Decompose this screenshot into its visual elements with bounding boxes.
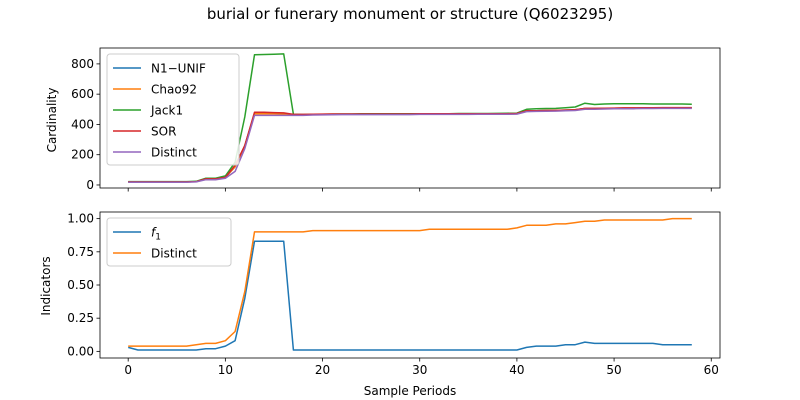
indicators-ylabel: Indicators <box>39 256 53 315</box>
x-tick-label: 30 <box>412 363 427 377</box>
series-line-distinct <box>128 217 692 347</box>
cardinality-ylabel: Cardinality <box>45 88 59 153</box>
legend-label: SOR <box>151 125 176 139</box>
legend-label: Chao92 <box>151 83 197 97</box>
legend-label: f1 <box>151 226 161 243</box>
x-tick-label: 60 <box>704 363 719 377</box>
x-tick-label: 20 <box>315 363 330 377</box>
x-tick-label: 0 <box>124 363 132 377</box>
y-tick-label: 0 <box>86 178 94 192</box>
legend-label: Distinct <box>151 247 197 261</box>
x-tick-label: 50 <box>606 363 621 377</box>
y-tick-label: 800 <box>71 57 94 71</box>
cardinality-panel: Cardinality 0 200 400 600 800 N1−UNIF Chao92 Ja… <box>45 47 721 192</box>
y-tick-label: 0.75 <box>67 245 94 259</box>
figure-title: burial or funerary monument or structure… <box>207 5 613 23</box>
legend-label: Jack1 <box>150 104 183 118</box>
y-tick-label: 400 <box>71 117 94 131</box>
legend-box <box>106 217 232 267</box>
x-axis-label: Sample Periods <box>364 384 456 398</box>
legend-box <box>106 53 240 166</box>
series-line-distinct <box>128 107 692 183</box>
indicators-panel: Indicators Sample Periods 0 10 20 30 40 50 60 0… <box>39 211 721 398</box>
y-tick-label: 0.25 <box>67 311 94 325</box>
series-line-f <box>128 240 692 351</box>
y-tick-label: 200 <box>71 148 94 162</box>
axes-frame <box>99 47 721 189</box>
y-tick-label: 1.00 <box>67 212 94 226</box>
y-tick-label: 0.50 <box>67 278 94 292</box>
legend-label: Distinct <box>151 146 197 160</box>
x-tick-label: 40 <box>509 363 524 377</box>
y-tick-label: 600 <box>71 87 94 101</box>
legend-label: N1−UNIF <box>151 62 206 76</box>
x-tick-label: 10 <box>218 363 233 377</box>
y-tick-label: 0.00 <box>67 344 94 358</box>
